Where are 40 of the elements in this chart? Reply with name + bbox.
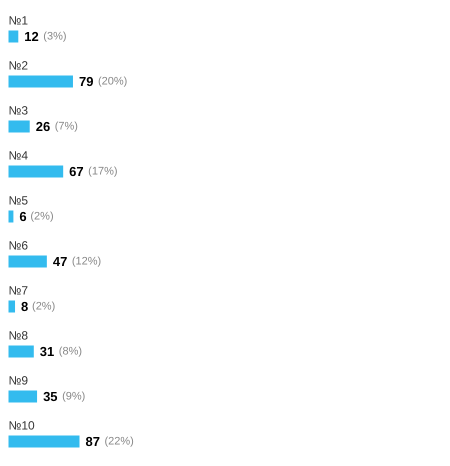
data-label: 8 bbox=[21, 299, 28, 314]
annotation: (2%) bbox=[32, 300, 56, 312]
data-label: 79 bbox=[78, 74, 94, 89]
annotation: (7%) bbox=[54, 120, 78, 132]
y-tick-label: №10 bbox=[8, 418, 36, 432]
data-label: 6 bbox=[19, 209, 27, 224]
annotation: (3%) bbox=[43, 30, 67, 42]
bar bbox=[8, 210, 14, 222]
annotation: (2%) bbox=[30, 210, 54, 222]
y-tick-label: №4 bbox=[8, 148, 28, 162]
bar bbox=[8, 390, 38, 402]
y-tick-label: №2 bbox=[8, 58, 28, 72]
data-label: 31 bbox=[40, 344, 54, 359]
bar bbox=[8, 30, 18, 42]
annotation: (12%) bbox=[72, 256, 102, 268]
bar bbox=[8, 256, 47, 268]
bar bbox=[8, 436, 80, 448]
annotation: (8%) bbox=[58, 346, 82, 358]
bar bbox=[8, 76, 73, 88]
data-label: 67 bbox=[69, 164, 84, 179]
data-label: 87 bbox=[86, 434, 100, 449]
data-label: 47 bbox=[52, 254, 68, 269]
annotation: (20%) bbox=[98, 76, 128, 88]
y-tick-label: №9 bbox=[8, 374, 28, 388]
y-tick-label: №6 bbox=[8, 238, 28, 252]
data-label: 35 bbox=[43, 389, 58, 404]
data-label: 26 bbox=[36, 119, 50, 134]
y-tick-label: №7 bbox=[8, 284, 28, 298]
y-tick-label: №8 bbox=[8, 328, 28, 342]
y-tick-label: №1 bbox=[8, 14, 28, 28]
bar bbox=[8, 166, 64, 178]
annotation: (9%) bbox=[62, 390, 86, 402]
y-tick-label: №5 bbox=[8, 194, 28, 208]
bar bbox=[8, 120, 30, 132]
bar bbox=[8, 346, 34, 358]
bar bbox=[8, 300, 16, 312]
data-label: 12 bbox=[24, 29, 39, 44]
y-tick-label: №3 bbox=[8, 104, 28, 118]
annotation: (22%) bbox=[104, 436, 134, 448]
annotation: (17%) bbox=[88, 166, 118, 178]
